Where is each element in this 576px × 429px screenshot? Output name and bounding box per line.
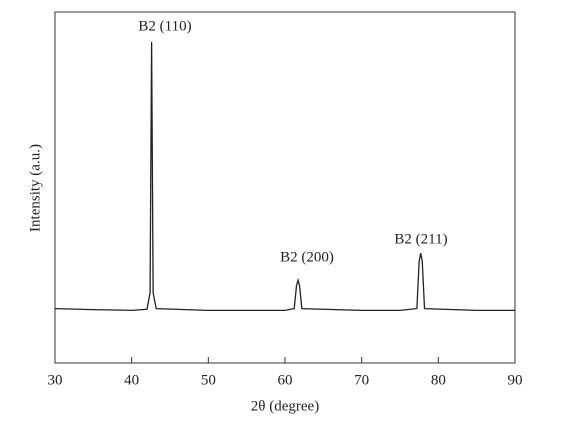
x-tick-label: 30 bbox=[48, 372, 63, 388]
x-tick-label: 50 bbox=[201, 372, 216, 388]
peak-label: B2 (200) bbox=[280, 249, 334, 265]
x-tick-label: 40 bbox=[124, 372, 139, 388]
peak-label: B2 (211) bbox=[394, 231, 447, 247]
data-line bbox=[54, 41, 515, 312]
x-axis-label: 2θ (degree) bbox=[251, 398, 319, 414]
y-axis-label: Intensity (a.u.) bbox=[27, 144, 43, 232]
x-tick-label: 60 bbox=[278, 372, 293, 388]
x-tick-label: 80 bbox=[431, 372, 446, 388]
x-tick-label: 70 bbox=[354, 372, 369, 388]
x-tick-label: 90 bbox=[508, 372, 523, 388]
peak-label: B2 (110) bbox=[138, 18, 191, 34]
